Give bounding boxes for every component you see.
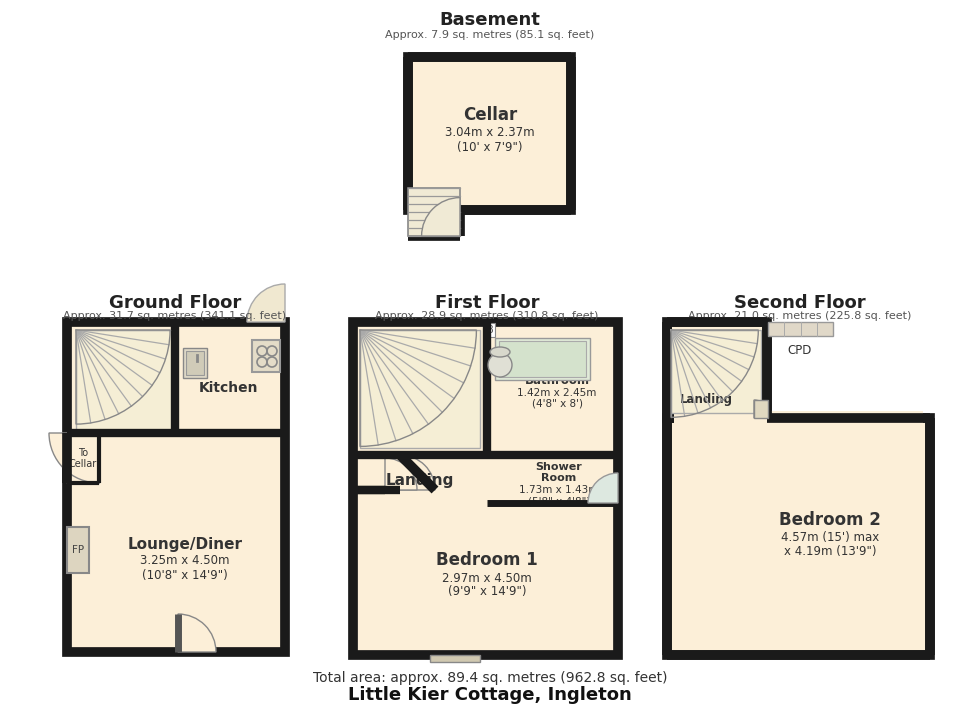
Text: Cellar: Cellar xyxy=(69,459,97,469)
Text: Approx. 31.7 sq. metres (341.1 sq. feet): Approx. 31.7 sq. metres (341.1 sq. feet) xyxy=(64,311,286,321)
Ellipse shape xyxy=(490,347,510,357)
Text: 1.42m x 2.45m: 1.42m x 2.45m xyxy=(517,388,597,398)
Text: 4.57m (15') max: 4.57m (15') max xyxy=(781,531,879,545)
Text: B: B xyxy=(487,325,493,335)
Text: Landing: Landing xyxy=(386,473,454,488)
Wedge shape xyxy=(754,400,772,418)
Bar xyxy=(671,330,761,413)
Bar xyxy=(768,322,833,336)
Text: Bathroom: Bathroom xyxy=(524,374,590,387)
Text: FP: FP xyxy=(72,545,84,555)
Text: Bedroom 1: Bedroom 1 xyxy=(436,551,538,569)
Bar xyxy=(430,655,480,662)
Bar xyxy=(353,322,618,655)
Text: 3.04m x 2.37m: 3.04m x 2.37m xyxy=(445,127,535,140)
Bar xyxy=(183,348,207,378)
Text: CPD: CPD xyxy=(788,343,812,357)
Text: Approx. 28.9 sq. metres (310.8 sq. feet): Approx. 28.9 sq. metres (310.8 sq. feet) xyxy=(375,311,599,321)
Text: Kitchen: Kitchen xyxy=(198,381,258,395)
Text: Total area: approx. 89.4 sq. metres (962.8 sq. feet): Total area: approx. 89.4 sq. metres (962… xyxy=(313,671,667,685)
Wedge shape xyxy=(385,458,417,490)
Text: 1.73m x 1.43m: 1.73m x 1.43m xyxy=(519,485,599,495)
Text: Shower: Shower xyxy=(536,462,582,472)
Text: Room: Room xyxy=(541,473,576,483)
Text: To: To xyxy=(78,448,88,458)
Text: 2.97m x 4.50m: 2.97m x 4.50m xyxy=(442,572,532,585)
Text: Cellar: Cellar xyxy=(463,106,517,124)
Bar xyxy=(67,527,89,573)
Text: First Floor: First Floor xyxy=(435,294,539,312)
Bar xyxy=(495,338,590,380)
Bar xyxy=(252,340,280,372)
Wedge shape xyxy=(421,198,460,236)
Text: Second Floor: Second Floor xyxy=(734,294,865,312)
Bar xyxy=(408,57,571,210)
Bar xyxy=(408,188,460,236)
Bar xyxy=(674,329,760,418)
Text: Basement: Basement xyxy=(440,11,540,29)
Bar xyxy=(754,400,768,418)
Bar xyxy=(499,341,586,377)
Text: (4'8" x 8'): (4'8" x 8') xyxy=(531,399,582,409)
Text: Ground Floor: Ground Floor xyxy=(109,294,241,312)
Circle shape xyxy=(488,353,512,377)
Bar xyxy=(67,322,285,652)
Wedge shape xyxy=(49,433,99,483)
Bar xyxy=(674,411,923,648)
Text: (10'8" x 14'9"): (10'8" x 14'9") xyxy=(142,568,228,582)
Wedge shape xyxy=(247,284,285,322)
Text: Approx. 7.9 sq. metres (85.1 sq. feet): Approx. 7.9 sq. metres (85.1 sq. feet) xyxy=(385,30,595,40)
Text: Approx. 21.0 sq. metres (225.8 sq. feet): Approx. 21.0 sq. metres (225.8 sq. feet) xyxy=(688,311,911,321)
Wedge shape xyxy=(588,473,618,503)
Bar xyxy=(186,351,204,375)
Text: (10' x 7'9"): (10' x 7'9") xyxy=(458,140,522,154)
Bar xyxy=(667,418,930,655)
Bar xyxy=(667,322,767,418)
Text: x 4.19m (13'9"): x 4.19m (13'9") xyxy=(784,545,876,558)
Wedge shape xyxy=(178,614,216,652)
Text: Lounge/Diner: Lounge/Diner xyxy=(127,538,242,553)
Text: Bedroom 2: Bedroom 2 xyxy=(779,511,881,529)
Bar xyxy=(360,330,480,448)
Bar xyxy=(67,433,99,483)
Text: Landing: Landing xyxy=(680,394,733,407)
Text: 3.25m x 4.50m: 3.25m x 4.50m xyxy=(140,555,229,567)
Bar xyxy=(76,330,173,431)
Text: (5'8" x 4'8"): (5'8" x 4'8") xyxy=(528,496,590,506)
Text: (9'9" x 14'9"): (9'9" x 14'9") xyxy=(448,585,526,599)
Text: Little Kier Cottage, Ingleton: Little Kier Cottage, Ingleton xyxy=(348,686,632,704)
Wedge shape xyxy=(400,455,435,490)
